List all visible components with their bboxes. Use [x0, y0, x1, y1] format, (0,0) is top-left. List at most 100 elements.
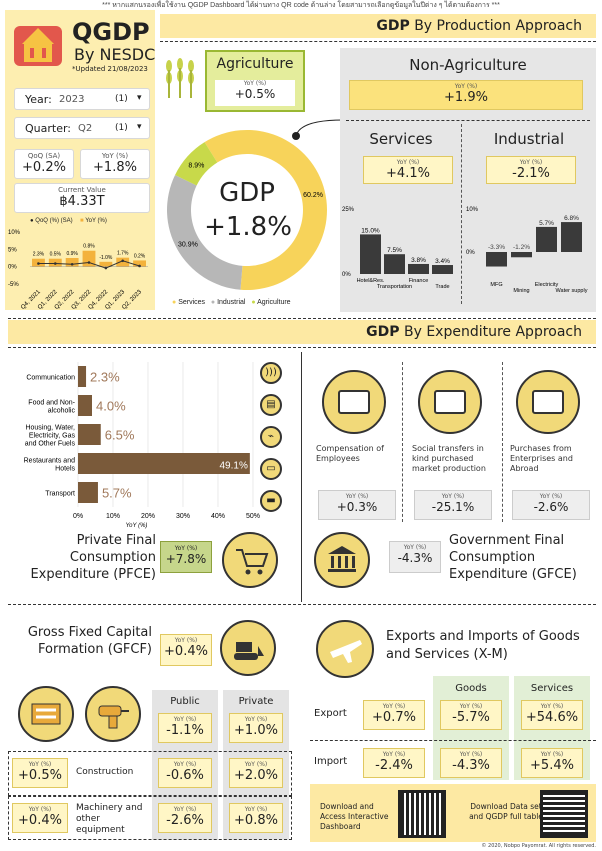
xm-services-header: Services — [530, 683, 574, 694]
wifi-icon: ))) — [260, 362, 282, 384]
industrial-bar — [536, 226, 557, 252]
industrial-bar-label: 5.7% — [539, 220, 554, 227]
yoy-card: YoY (%) +1.8% — [80, 149, 150, 179]
pfce-bar-label: 5.7% — [102, 486, 132, 501]
donut-value: +1.8% — [204, 212, 292, 242]
download-data-text[interactable]: Download Data set and QGDP full table — [469, 802, 543, 821]
services-bar-label: 3.4% — [435, 258, 450, 265]
yoy-label: YoY (%) — [519, 159, 543, 166]
mini-legend-yoy-text: YoY (%) — [85, 218, 107, 224]
pfce-x-tick: 30% — [176, 513, 190, 520]
pfce-bar — [78, 366, 87, 387]
yoy-label: YoY (%) — [540, 751, 564, 758]
yoy-label: YoY (%) — [459, 751, 483, 758]
yoy-label: YoY (%) — [244, 806, 268, 813]
current-value-label: Current Value — [58, 186, 106, 194]
gfcf-row-total-box: YoY (%) +0.4% — [12, 803, 68, 833]
industrial-x-label: Mining — [513, 288, 529, 294]
mini-y-tick: 0% — [8, 265, 17, 271]
industrial-x-label: Electricity — [535, 282, 559, 288]
gfcf-row-frame — [8, 751, 292, 796]
industrial-bar-label: -1.2% — [513, 244, 530, 251]
divider — [402, 362, 403, 522]
footer-copyright: © 2020, Nobpo Payomrat. All rights reser… — [481, 843, 596, 849]
pfce-bar — [78, 395, 92, 416]
mini-legend-qoq-text: QoQ (%) (SA) — [35, 218, 73, 224]
yoy-label: YoY (%) — [441, 493, 465, 500]
donut-label: 30.9% — [178, 242, 198, 249]
gfcf-row-public: -0.6% — [166, 768, 204, 783]
gov-item-yoy-box: YoY (%) -2.6% — [512, 490, 590, 520]
non-agriculture-yoy: +1.9% — [444, 90, 488, 105]
gfcf-title: Gross Fixed Capital Formation (GFCF) — [27, 625, 152, 657]
xm-row-total-box: YoY (%) +0.7% — [363, 700, 425, 730]
agriculture-box: Agriculture YoY (%) +0.5% — [205, 50, 305, 112]
gov-item-label: Purchases from Enterprises and Abroad — [510, 444, 573, 473]
gov-item-yoy-box: YoY (%) -25.1% — [414, 490, 492, 520]
xm-row-name: Export — [314, 708, 347, 719]
agriculture-yoy: +0.5% — [234, 87, 276, 101]
qr-code-data[interactable] — [540, 790, 588, 838]
gfce-yoy: -4.3% — [397, 551, 433, 565]
pfce-x-tick: 40% — [211, 513, 225, 520]
pfce-category-label: Transport — [45, 491, 75, 498]
pfce-bar-label: 6.5% — [105, 428, 135, 443]
mini-data-label: 0.8% — [83, 244, 95, 250]
divider — [160, 41, 596, 42]
mini-bar — [133, 260, 146, 267]
construction-icon — [18, 686, 74, 742]
pfce-category-label: Food and Non-alcoholic — [28, 400, 75, 415]
mini-y-tick: -5% — [8, 282, 19, 288]
gfcf-row-name: Machinery and other equipment — [76, 803, 143, 835]
services-bar-label: 3.8% — [411, 257, 426, 264]
xm-row-goods-box: YoY (%) -5.7% — [440, 700, 502, 730]
legend-services: Services — [178, 299, 206, 306]
industrial-y-tick: 0% — [466, 250, 475, 256]
services-x-label: Trade — [435, 284, 449, 290]
yoy-label: YoY (%) — [454, 83, 478, 90]
pfce-bar — [78, 424, 101, 445]
pfce-x-tick: 10% — [106, 513, 120, 520]
donut-slice-industrial — [166, 175, 243, 290]
yoy-label: YoY (%) — [244, 761, 268, 768]
pfce-axis-label: YoY (%) — [126, 523, 148, 529]
legend-industrial: Industrial — [217, 299, 246, 306]
mini-qoq-point — [53, 262, 57, 265]
mini-data-label: 0.2% — [134, 253, 146, 259]
gfcf-public-yoy-box: YoY (%) -1.1% — [158, 713, 212, 743]
mini-data-label: -1.0% — [99, 255, 113, 261]
current-value-card: Current Value ฿4.33T — [14, 183, 150, 213]
industrial-title: Industrial — [493, 130, 565, 148]
yoy-label: YoY (%) — [243, 80, 267, 87]
year-filter[interactable]: Year: 2023 (1) ▾ — [14, 88, 150, 110]
mini-qoq-point — [138, 264, 141, 268]
download-dashboard-text[interactable]: Download and Access Interactive Dashboar… — [320, 802, 389, 831]
mini-bar — [99, 261, 113, 267]
yoy-label: YoY (%) — [174, 637, 198, 644]
mini-qoq-point — [104, 266, 108, 270]
quarter-filter[interactable]: Quarter: Q2 (1) ▾ — [14, 117, 150, 139]
pfce-yoy-box: YoY (%) +7.8% — [160, 541, 212, 573]
gfcf-row-total-box: YoY (%) +0.5% — [12, 758, 68, 788]
bulldozer-icon — [220, 620, 276, 676]
nesdc-logo — [12, 20, 64, 70]
pfce-yoy: +7.8% — [165, 552, 207, 566]
mini-qoq-point — [121, 259, 125, 263]
pfce-icon-column: ))) ▤ ⌁ ▭ ▬ — [260, 362, 284, 512]
chevron-down-icon: ▾ — [137, 122, 142, 132]
yoy-label: YoY (%) — [173, 761, 197, 768]
xm-row-services: +5.4% — [530, 758, 574, 773]
divider — [502, 362, 503, 522]
pfce-x-tick: 0% — [73, 513, 83, 520]
pfce-title: Private Final Consumption Expenditure (P… — [30, 533, 156, 582]
top-note: *** หากแสกนรองเพื่อใช้งาน QGDP Dashboard… — [102, 2, 500, 9]
bar-icon: ■ — [80, 218, 84, 224]
shopping-cart-icon — [222, 532, 278, 588]
mini-y-tick: 5% — [8, 247, 17, 253]
qoq-card: QoQ (SA) +0.2% — [14, 149, 74, 179]
production-header: GDP By Production Approach — [160, 14, 596, 38]
pfce-bar-label: 4.0% — [96, 399, 126, 414]
yoy-label: YoY (%) — [173, 716, 197, 723]
gov-item-yoy: -25.1% — [431, 500, 475, 514]
qr-code-dashboard[interactable] — [398, 790, 446, 838]
